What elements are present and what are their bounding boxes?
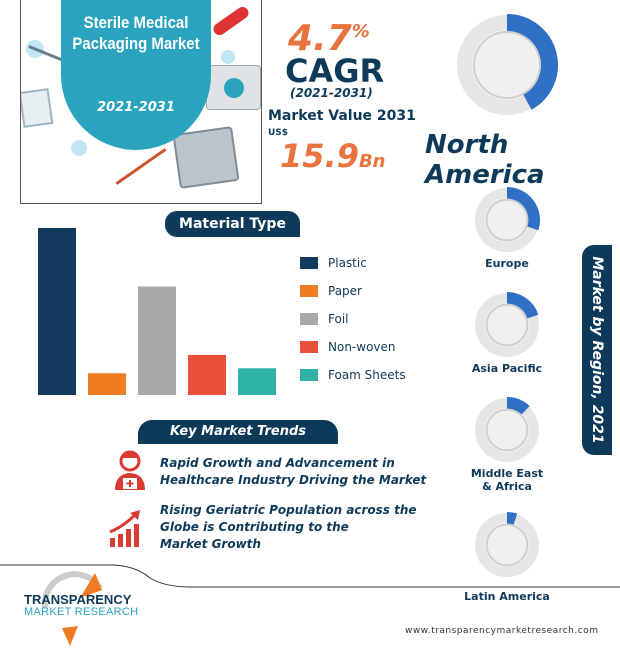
sterile-tray-icon [172,126,240,189]
donut-center [485,408,529,452]
cagr-unit: % [351,21,370,42]
hero-title: Sterile Medical Packaging Market [72,13,200,53]
donut-center [485,303,529,347]
donut-segment [506,397,530,415]
material-type-heading: Material Type [165,211,300,237]
title-banner [61,0,211,150]
trends-heading: Key Market Trends [138,420,338,444]
trend-item: Rapid Growth and Advancement in Healthcar… [160,455,426,489]
cagr-number: 4.7 [288,18,352,59]
bar-paper [88,373,126,395]
legend-label: Non-woven [328,340,396,354]
region-label-mea: Middle East & Africa [447,467,567,493]
donut-latin-america [474,512,540,578]
legend-item: Plastic [300,256,367,270]
region-heading: Market by Region, 2021 [589,256,605,444]
legend-swatch [300,369,318,381]
bar-non-woven [188,354,226,395]
donut-segment [506,187,540,231]
trend-line: Market Growth [160,537,261,551]
region-label-latin-america: Latin America [464,590,550,603]
donut-middle-east-africa [474,397,540,463]
legend-swatch [300,313,318,325]
trend-line: Rapid Growth and Advancement in [160,456,395,470]
trend-item: Rising Geriatric Population across the Gl… [160,502,417,553]
legend-label: Foam Sheets [328,368,406,382]
pill-icon [211,4,251,38]
growth-chart-icon [109,510,140,547]
material-bar-chart [38,228,276,395]
trend-line: Healthcare Industry Driving the Market [160,473,427,487]
legend-label: Paper [328,284,362,298]
medical-bubble-icon [221,50,235,64]
region-label-line: Middle East [470,467,544,480]
hero-image: Sterile Medical Packaging Market 2021-20… [20,0,262,204]
currency: US$ [268,128,289,138]
market-value-number: 15.9 [280,137,359,175]
bar-plastic [38,228,76,395]
cagr-period: (2021-2031) [290,86,373,100]
syringe-icon [115,148,167,185]
legend-label: Foil [328,312,349,326]
legend-swatch [300,257,318,269]
footer-divider [0,564,620,588]
logo-arrow-icon [41,571,103,646]
donut-europe [474,187,540,253]
market-value-unit: Bn [358,151,386,172]
legend-swatch [300,285,318,297]
region-label-europe: Europe [485,257,529,270]
package-icon [21,88,54,128]
market-value-label: Market Value 2031 [268,108,416,124]
donut-segment [506,292,539,319]
donut-center [485,523,529,567]
legend-item: Non-woven [300,340,396,354]
first-aid-kit-icon [206,65,261,110]
region-label-asia-pacific: Asia Pacific [471,362,543,375]
legend-swatch [300,341,318,353]
donut-asia-pacific [474,292,540,358]
legend-item: Foil [300,312,348,326]
bar-foam-sheets [238,368,276,395]
doctor-icon [115,450,145,490]
donut-north-america [457,14,558,115]
legend-label: Plastic [328,256,367,270]
logo-text: TRANSPARENCY [24,592,132,607]
donut-segment [506,512,518,525]
medical-bubble-icon [71,140,87,156]
trend-line: Rising Geriatric Population across the [160,503,417,517]
region-label-north-america: North America [425,130,545,190]
legend-item: Foam Sheets [300,368,406,382]
cagr-value: 4.7% [288,18,370,59]
region-label-line: & Africa [482,480,532,493]
legend-item: Paper [300,284,362,298]
donut-center [485,198,529,242]
donut-center [473,31,541,99]
logo-subtext: MARKET RESEARCH [24,606,139,618]
donut-segment [506,14,558,110]
hero-years: 2021-2031 [97,100,175,115]
bar-foil [138,286,176,395]
market-value: 15.9Bn [280,137,386,175]
website-link[interactable]: www.transparencymarketresearch.com [405,626,599,636]
region-heading-tab [582,245,612,455]
trend-line: Globe is Contributing to the [160,520,349,534]
cagr-label: CAGR [285,52,385,90]
